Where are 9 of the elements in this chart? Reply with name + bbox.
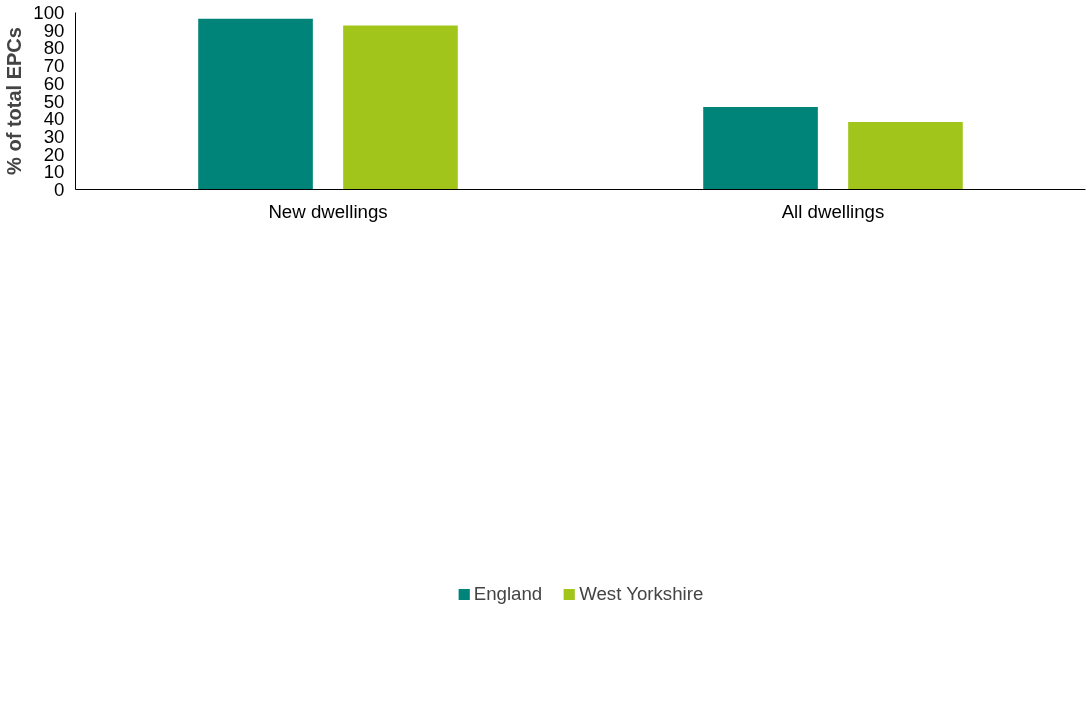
y-axis-title: % of total EPCs: [3, 27, 26, 175]
x-tick-label: New dwellings: [268, 200, 388, 222]
bar: [703, 107, 818, 190]
legend-label: West Yorkshire: [579, 582, 704, 605]
bar: [343, 25, 458, 190]
legend-label: England: [473, 582, 543, 605]
x-tick-label: All dwellings: [781, 200, 885, 222]
bar: [848, 122, 963, 190]
bar: [198, 18, 313, 190]
